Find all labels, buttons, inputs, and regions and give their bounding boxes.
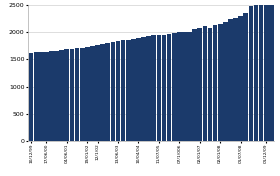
Bar <box>49 51 54 141</box>
Bar <box>162 35 166 141</box>
Bar <box>95 45 100 141</box>
Bar <box>126 40 130 141</box>
Bar <box>228 19 233 141</box>
Bar <box>34 52 39 141</box>
Bar <box>172 33 177 141</box>
Bar <box>238 16 243 141</box>
Bar <box>269 0 274 141</box>
Bar <box>254 3 258 141</box>
Bar <box>208 27 212 141</box>
Bar <box>141 37 146 141</box>
Bar <box>136 38 141 141</box>
Bar <box>90 46 95 141</box>
Bar <box>233 18 238 141</box>
Bar <box>75 48 80 141</box>
Bar <box>264 0 269 141</box>
Bar <box>44 52 49 141</box>
Bar <box>197 27 202 141</box>
Bar <box>218 24 223 141</box>
Bar <box>192 29 197 141</box>
Bar <box>151 35 156 141</box>
Bar <box>202 26 207 141</box>
Bar <box>187 32 192 141</box>
Bar <box>70 49 74 141</box>
Bar <box>54 51 59 141</box>
Bar <box>39 52 44 141</box>
Bar <box>177 32 182 141</box>
Bar <box>259 0 263 141</box>
Bar <box>223 21 228 141</box>
Bar <box>111 42 115 141</box>
Bar <box>105 43 110 141</box>
Bar <box>116 40 120 141</box>
Bar <box>146 36 151 141</box>
Bar <box>64 49 69 141</box>
Bar <box>59 50 64 141</box>
Bar <box>29 53 33 141</box>
Bar <box>85 47 90 141</box>
Bar <box>121 40 125 141</box>
Bar <box>213 25 218 141</box>
Bar <box>167 34 171 141</box>
Bar <box>243 13 248 141</box>
Bar <box>182 32 187 141</box>
Bar <box>157 35 161 141</box>
Bar <box>249 6 253 141</box>
Bar <box>100 44 105 141</box>
Bar <box>131 39 136 141</box>
Bar <box>80 48 85 141</box>
